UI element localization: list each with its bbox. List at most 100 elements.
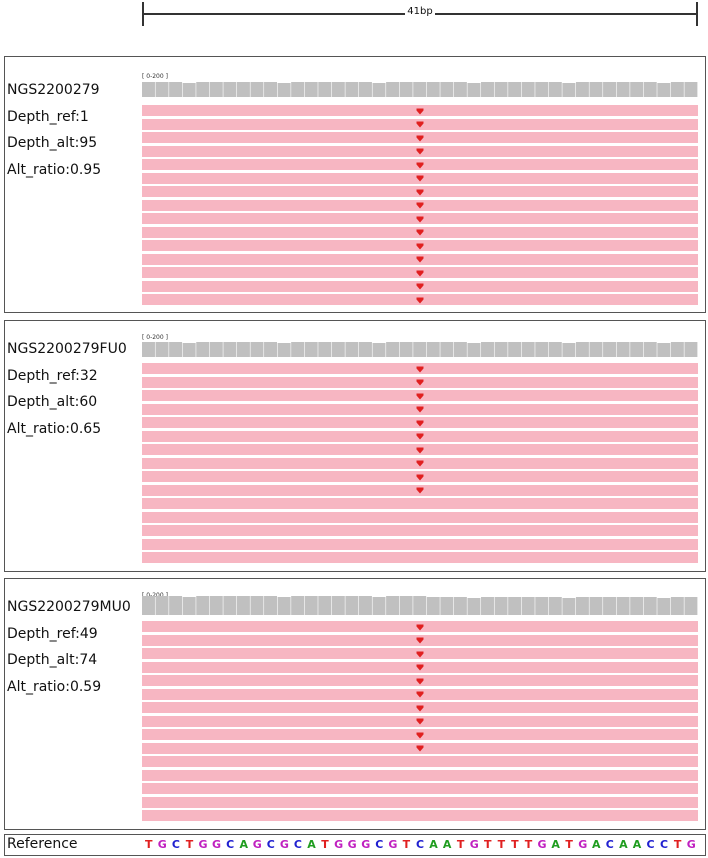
coverage-bar — [236, 82, 250, 97]
reference-base: T — [484, 838, 492, 851]
coverage-bar — [684, 597, 698, 615]
reference-base: A — [619, 838, 628, 851]
alt-ratio: Alt_ratio:0.65 — [7, 421, 102, 437]
variant-marker — [416, 135, 424, 141]
coverage-bar — [467, 598, 481, 615]
reference-label: Reference — [7, 836, 78, 852]
coverage-bar — [196, 82, 210, 97]
coverage-track — [142, 596, 698, 615]
reference-base: G — [334, 838, 344, 851]
coverage-bar — [223, 342, 237, 357]
reference-base: T — [185, 838, 194, 851]
reference-base: G — [469, 838, 479, 851]
coverage-bar — [155, 82, 169, 97]
variant-marker — [416, 745, 424, 752]
depth-alt: Depth_alt:95 — [7, 135, 98, 151]
variant-marker — [416, 270, 424, 276]
reference-base: G — [157, 838, 167, 851]
coverage-bar — [304, 342, 318, 357]
coverage-bar — [169, 82, 183, 97]
sample-name: NGS2200279MU0 — [7, 599, 131, 615]
coverage-bar — [209, 82, 223, 97]
coverage-bar — [372, 83, 386, 97]
coverage-bar — [521, 342, 535, 357]
variant-marker — [416, 487, 424, 494]
variant-marker — [416, 297, 424, 303]
read — [142, 769, 698, 781]
coverage-bar — [426, 82, 440, 97]
read — [142, 511, 698, 523]
read — [142, 525, 698, 536]
coverage-bar — [575, 82, 589, 97]
coverage-bar — [494, 82, 508, 97]
variant-marker — [416, 637, 424, 644]
coverage-bar — [331, 342, 345, 357]
coverage-bar — [603, 597, 617, 615]
coverage-bar — [169, 596, 183, 615]
coverage-bar — [575, 597, 589, 615]
reference-base: C — [646, 838, 655, 851]
sample-panel: [ 0-200 ] NGS2200279MU0 Depth_ref:49 Dep… — [4, 578, 706, 830]
coverage-bar — [372, 343, 386, 357]
coverage-bar — [250, 82, 264, 97]
variant-marker — [416, 121, 424, 128]
coverage-bar — [413, 596, 427, 615]
reference-base: C — [293, 838, 302, 851]
coverage-bar — [209, 342, 223, 357]
variant-marker — [416, 216, 424, 222]
coverage-bar — [209, 596, 223, 615]
coverage-bar — [426, 597, 440, 615]
reference-base: G — [361, 838, 371, 851]
reference-base: A — [307, 838, 316, 851]
coverage-bar — [426, 342, 440, 357]
coverage-bar — [413, 82, 427, 97]
coverage-bar — [467, 343, 481, 357]
coverage-bar — [331, 596, 345, 615]
coverage-bar — [386, 342, 400, 357]
reference-base: G — [279, 838, 289, 851]
reference-base: A — [239, 838, 248, 851]
variant-marker — [416, 229, 424, 236]
coverage-bar — [142, 342, 155, 357]
coverage-scale: [ 0-200 ] — [142, 73, 168, 80]
coverage-bar — [453, 342, 467, 357]
coverage-bar — [670, 597, 684, 615]
coverage-bar — [304, 82, 318, 97]
variant-marker — [416, 664, 424, 671]
variant-marker — [416, 732, 424, 738]
reference-base: G — [347, 838, 357, 851]
depth-ref: Depth_ref:49 — [7, 626, 98, 642]
variant-marker — [416, 256, 424, 263]
depth-alt: Depth_alt:74 — [7, 652, 98, 668]
coverage-bar — [589, 82, 603, 97]
coverage-bar — [182, 343, 196, 357]
read — [142, 796, 698, 808]
coverage-bar — [535, 597, 549, 615]
coverage-bar — [548, 82, 562, 97]
coverage-scale: [ 0-200 ] — [142, 592, 168, 599]
reference-base: G — [252, 838, 262, 851]
coverage-bar — [345, 342, 359, 357]
coverage-bar — [318, 342, 332, 357]
coverage-bar — [616, 597, 630, 615]
coverage-bar — [399, 82, 413, 97]
coverage-bar — [291, 596, 305, 615]
coverage-bar — [630, 597, 644, 615]
sample-panel: [ 0-200 ] NGS2200279 Depth_ref:1 Depth_a… — [4, 56, 706, 313]
variant-marker — [416, 366, 424, 372]
reference-base: C — [266, 838, 275, 851]
coverage-bar — [657, 598, 671, 615]
ruler-tick-left — [142, 2, 144, 26]
reference-base: C — [415, 838, 425, 851]
reference-base: G — [578, 838, 588, 851]
variant-marker — [416, 474, 424, 480]
coverage-bar — [155, 342, 169, 357]
reads-track — [142, 363, 698, 563]
coverage-bar — [562, 343, 576, 357]
depth-alt: Depth_alt:60 — [7, 394, 98, 410]
coverage-bar — [318, 82, 332, 97]
coverage-bar — [440, 342, 454, 357]
read — [142, 783, 698, 794]
coverage-bar — [304, 596, 318, 615]
coverage-bar — [399, 342, 413, 357]
